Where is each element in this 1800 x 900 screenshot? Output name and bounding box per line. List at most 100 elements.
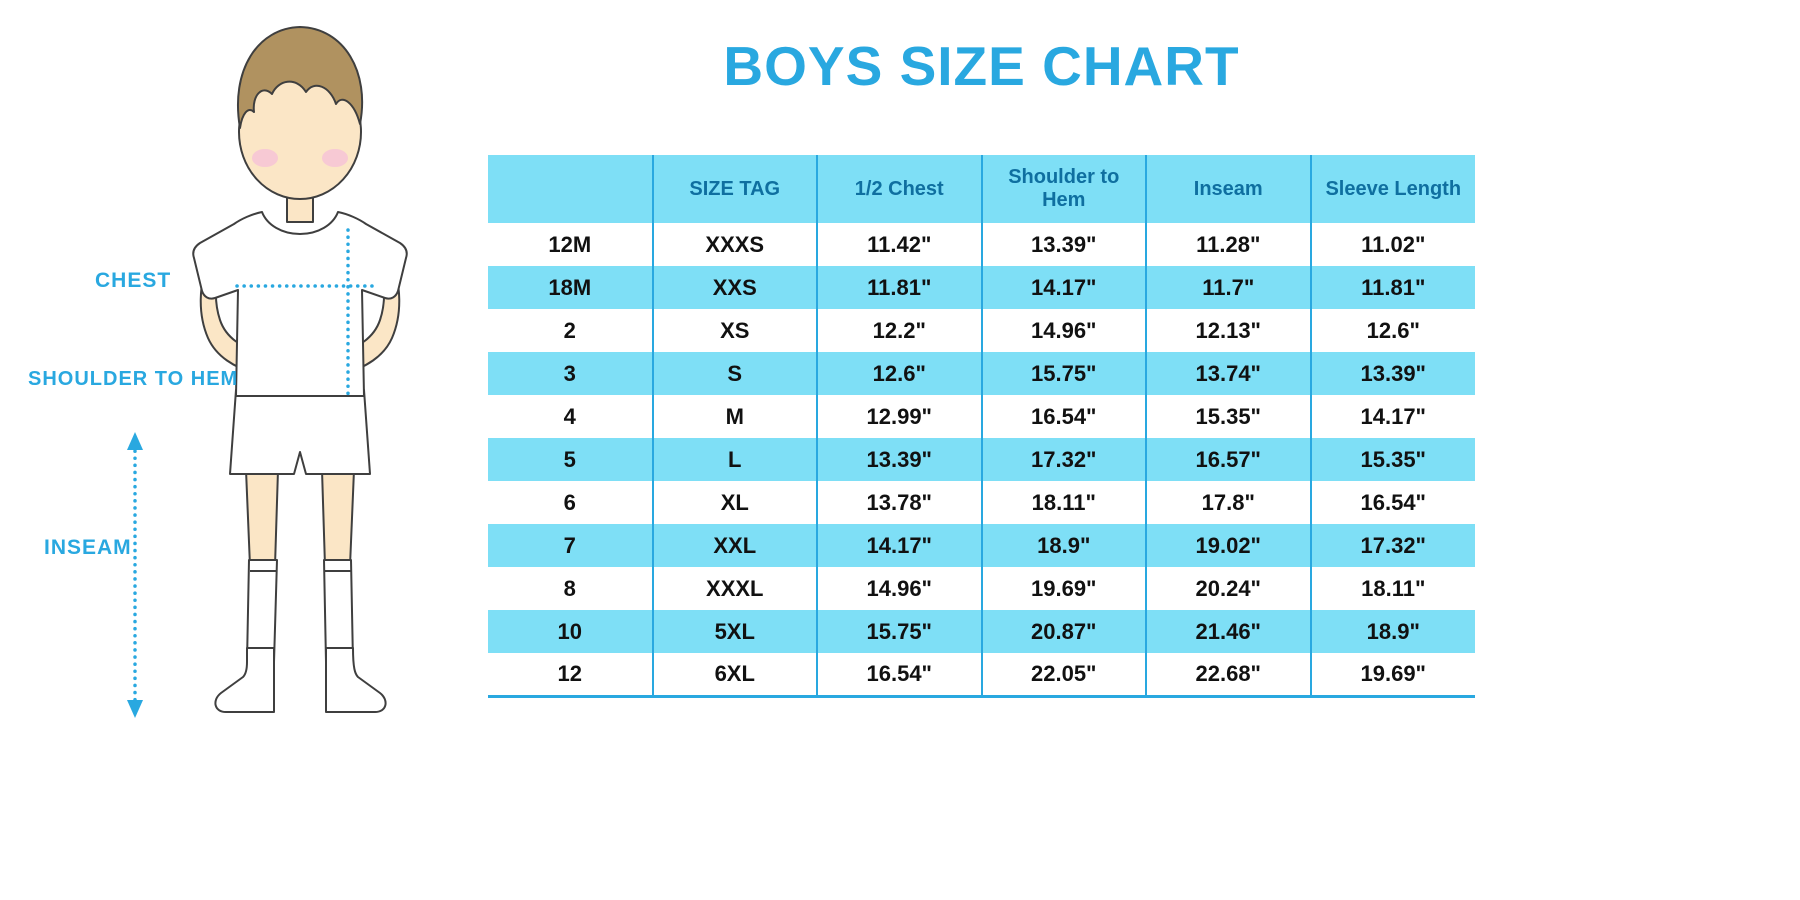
measurement-cell: 16.54" xyxy=(980,395,1146,438)
size-row-label: 12M xyxy=(548,231,592,257)
measurement-cell: 17.32" xyxy=(980,438,1146,481)
column-header: 1/2 Chest xyxy=(816,155,982,223)
measurement-cell: 15.35" xyxy=(1309,438,1475,481)
measurement-cell: 16.54" xyxy=(1309,481,1475,524)
measurement-cell: 14.17" xyxy=(980,266,1146,309)
measurement-cell: XXXL xyxy=(651,567,817,610)
size-row-label: 10 xyxy=(557,618,582,644)
measurement-cell: 18.9" xyxy=(1309,610,1475,653)
table-row: 12M XXXS 11.42" 13.39" 11.28" 11.02" xyxy=(488,223,1475,266)
table-row: 2 XS 12.2" 14.96" 12.13" 12.6" xyxy=(488,309,1475,352)
measurement-cell: 12.6" xyxy=(816,352,982,395)
boy-hair xyxy=(236,26,364,129)
boy-measurement-figure: CHEST SHOULDER TO HEM INSEAM xyxy=(0,0,460,900)
size-row-label: 3 xyxy=(563,360,576,386)
measurement-cell: 19.02" xyxy=(1145,524,1311,567)
measurement-cell: 11.02" xyxy=(1309,223,1475,266)
table-header: SIZE TAG 1/2 Chest Shoulder to Hem Inseam Sl… xyxy=(488,155,1475,223)
measurement-cell: XXL xyxy=(651,524,817,567)
measurement-cell: 11.7" xyxy=(1145,266,1311,309)
boy-illustration xyxy=(127,26,408,718)
table-row: 4 M 12.99" 16.54" 15.35" 14.17" xyxy=(488,395,1475,438)
measurement-cell: XXXS xyxy=(651,223,817,266)
table-row: 3 S 12.6" 15.75" 13.74" 13.39" xyxy=(488,352,1475,395)
measurement-cell: 15.35" xyxy=(1145,395,1311,438)
boy-left-blush xyxy=(252,149,278,167)
measurement-cell: 6XL xyxy=(651,653,817,696)
header-row: SIZE TAG 1/2 Chest Shoulder to Hem Inseam Sl… xyxy=(488,155,1475,223)
measurement-cell: 16.54" xyxy=(816,653,982,696)
column-header: Inseam xyxy=(1145,155,1311,223)
table-row: 7 XXL 14.17" 18.9" 19.02" 17.32" xyxy=(488,524,1475,567)
boy-right-sock xyxy=(323,559,354,663)
measurement-cell: 13.39" xyxy=(980,223,1146,266)
measurement-cell: 14.96" xyxy=(980,309,1146,352)
measurement-cell: 12.2" xyxy=(816,309,982,352)
measurement-cell: 18.11" xyxy=(1309,567,1475,610)
size-row-label: 2 xyxy=(563,317,576,343)
measurement-cell: 11.42" xyxy=(816,223,982,266)
inseam-label: INSEAM xyxy=(44,536,132,559)
boy-shorts xyxy=(229,389,371,475)
inseam-arrow-up xyxy=(127,432,143,450)
measurement-cell: 11.28" xyxy=(1145,223,1311,266)
measurement-cell: 14.17" xyxy=(816,524,982,567)
measurement-cell: 12.99" xyxy=(816,395,982,438)
measurement-cell: S xyxy=(651,352,817,395)
measurement-cell: 16.57" xyxy=(1145,438,1311,481)
table-row: 5 L 13.39" 17.32" 16.57" 15.35" xyxy=(488,438,1475,481)
boy-left-sock xyxy=(246,559,278,663)
measurement-cell: 5XL xyxy=(651,610,817,653)
measurement-cell: 19.69" xyxy=(980,567,1146,610)
boy-shirt xyxy=(192,211,408,397)
boy-left-foot xyxy=(214,647,275,713)
size-row-label: 12 xyxy=(557,660,582,686)
measurement-cell: 20.87" xyxy=(980,610,1146,653)
measurement-cell: 15.75" xyxy=(816,610,982,653)
chest-label: CHEST xyxy=(95,269,172,292)
shoulder-to-hem-label: SHOULDER TO HEM xyxy=(28,368,239,390)
table-row: 12 6XL 16.54" 22.05" 22.68" 19.69" xyxy=(488,653,1475,696)
column-header: Shoulder to Hem xyxy=(980,155,1146,223)
measurement-lines xyxy=(127,228,375,718)
table-row: 8 XXXL 14.96" 19.69" 20.24" 18.11" xyxy=(488,567,1475,610)
measurement-cell: 11.81" xyxy=(816,266,982,309)
measurement-cell: 18.9" xyxy=(980,524,1146,567)
size-row-label: 6 xyxy=(563,489,576,515)
measurement-cell: 12.13" xyxy=(1145,309,1311,352)
size-row-label: 4 xyxy=(563,403,576,429)
size-row-label: 7 xyxy=(563,532,576,558)
measurement-cell: XXS xyxy=(651,266,817,309)
measurement-cell: M xyxy=(651,395,817,438)
column-header: Sleeve Length xyxy=(1309,155,1475,223)
table-row: 10 5XL 15.75" 20.87" 21.46" 18.9" xyxy=(488,610,1475,653)
measurement-cell: 17.8" xyxy=(1145,481,1311,524)
table-row: 6 XL 13.78" 18.11" 17.8" 16.54" xyxy=(488,481,1475,524)
measurement-cell: 13.39" xyxy=(816,438,982,481)
table-row: 18M XXS 11.81" 14.17" 11.7" 11.81" xyxy=(488,266,1475,309)
column-header: SIZE TAG xyxy=(651,155,817,223)
boy-right-leg xyxy=(321,469,355,567)
measurement-cell: 14.96" xyxy=(816,567,982,610)
table-body: 12M XXXS 11.42" 13.39" 11.28" 11.02" 18M XXS 11.… xyxy=(488,223,1475,696)
measurement-cell: 22.05" xyxy=(980,653,1146,696)
size-chart-table: SIZE TAG 1/2 Chest Shoulder to Hem Inseam Sl… xyxy=(488,155,1475,698)
measurement-cell: 11.81" xyxy=(1309,266,1475,309)
measurement-cell: 13.78" xyxy=(816,481,982,524)
corner-header-cell xyxy=(488,155,653,223)
boy-body xyxy=(192,26,408,713)
measurement-cell: XL xyxy=(651,481,817,524)
measurement-cell: 15.75" xyxy=(980,352,1146,395)
measurement-cell: 12.6" xyxy=(1309,309,1475,352)
measurement-cell: 20.24" xyxy=(1145,567,1311,610)
measurement-cell: 18.11" xyxy=(980,481,1146,524)
measurement-cell: 19.69" xyxy=(1309,653,1475,696)
measurement-cell: XS xyxy=(651,309,817,352)
measurement-cell: 13.74" xyxy=(1145,352,1311,395)
measurement-cell: 22.68" xyxy=(1145,653,1311,696)
measurement-cell: 14.17" xyxy=(1309,395,1475,438)
measurement-cell: 13.39" xyxy=(1309,352,1475,395)
boy-right-foot xyxy=(325,647,387,713)
size-row-label: 18M xyxy=(548,274,592,300)
